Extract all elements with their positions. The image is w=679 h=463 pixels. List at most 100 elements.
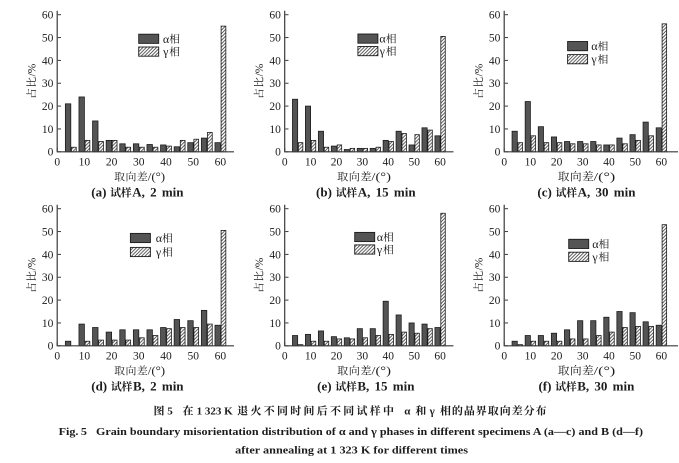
svg-text:γ: γ xyxy=(379,44,386,58)
svg-text:0: 0 xyxy=(48,147,54,159)
svg-text:0: 0 xyxy=(54,350,60,362)
svg-text:/(°): /(°) xyxy=(371,364,391,378)
svg-text:(c): (c) xyxy=(537,185,551,200)
svg-text:10: 10 xyxy=(42,124,54,136)
svg-text:40: 40 xyxy=(603,156,615,168)
svg-text:0: 0 xyxy=(495,147,501,159)
svg-text:40: 40 xyxy=(160,156,172,168)
svg-text:30: 30 xyxy=(269,272,281,284)
svg-text:20: 20 xyxy=(331,350,343,362)
svg-text:B, 15 min: B, 15 min xyxy=(357,379,415,394)
svg-text:γ: γ xyxy=(162,45,169,59)
svg-text:A, 15 min: A, 15 min xyxy=(358,185,417,200)
svg-text:30: 30 xyxy=(42,78,54,90)
svg-text:40: 40 xyxy=(489,55,501,67)
svg-text:60: 60 xyxy=(42,204,54,216)
svg-text:50: 50 xyxy=(629,350,641,362)
svg-text:20: 20 xyxy=(42,295,54,307)
svg-text:0: 0 xyxy=(501,156,507,168)
svg-text:(b): (b) xyxy=(316,185,332,200)
svg-text:30: 30 xyxy=(42,272,54,284)
svg-text:0: 0 xyxy=(48,341,54,353)
svg-text:α: α xyxy=(163,32,170,46)
svg-text:40: 40 xyxy=(269,55,281,67)
svg-text:30: 30 xyxy=(357,350,369,362)
svg-text:0: 0 xyxy=(501,350,507,362)
svg-text:/(°): /(°) xyxy=(594,170,616,184)
svg-text:α: α xyxy=(156,231,163,245)
svg-text:40: 40 xyxy=(383,350,395,362)
svg-text:10: 10 xyxy=(269,318,281,330)
svg-text:30: 30 xyxy=(489,272,501,284)
svg-text:50: 50 xyxy=(269,226,281,238)
svg-text:α: α xyxy=(404,406,411,418)
svg-text:0: 0 xyxy=(282,350,288,362)
svg-text:γ: γ xyxy=(376,243,383,257)
svg-text:60: 60 xyxy=(656,156,668,168)
svg-text:0: 0 xyxy=(54,156,60,168)
svg-text:20: 20 xyxy=(269,101,281,113)
svg-text:(e): (e) xyxy=(317,379,331,394)
svg-text:10: 10 xyxy=(489,124,501,136)
svg-text:(f): (f) xyxy=(538,379,551,394)
svg-text:/(°): /(°) xyxy=(594,364,616,378)
svg-text:/(°): /(°) xyxy=(371,170,391,184)
svg-text:α: α xyxy=(591,39,598,53)
svg-text:60: 60 xyxy=(434,350,446,362)
svg-text:α: α xyxy=(377,230,384,244)
svg-text:50: 50 xyxy=(408,350,420,362)
svg-text:0: 0 xyxy=(282,156,288,168)
svg-text:20: 20 xyxy=(42,101,54,113)
svg-text:30: 30 xyxy=(489,78,501,90)
svg-text:40: 40 xyxy=(42,55,54,67)
svg-text:10: 10 xyxy=(42,318,54,330)
svg-text:after annealing at 1 323 K for: after annealing at 1 323 K for different… xyxy=(235,445,469,457)
svg-text:A, 2 min: A, 2 min xyxy=(132,185,184,200)
svg-text:/%: /% xyxy=(26,257,38,270)
svg-text:50: 50 xyxy=(42,226,54,238)
svg-text:10: 10 xyxy=(79,350,91,362)
svg-text:30: 30 xyxy=(133,156,145,168)
svg-text:γ: γ xyxy=(591,250,598,264)
svg-text:10: 10 xyxy=(305,350,317,362)
svg-text:60: 60 xyxy=(215,350,227,362)
svg-text:10: 10 xyxy=(525,350,537,362)
svg-text:0: 0 xyxy=(495,341,501,353)
svg-text:20: 20 xyxy=(331,156,343,168)
svg-text:B, 30 min: B, 30 min xyxy=(577,379,635,394)
svg-text:γ: γ xyxy=(590,52,597,66)
svg-text:60: 60 xyxy=(215,156,227,168)
svg-text:40: 40 xyxy=(160,350,172,362)
svg-text:10: 10 xyxy=(525,156,537,168)
svg-text:40: 40 xyxy=(42,249,54,261)
svg-text:0: 0 xyxy=(275,341,281,353)
svg-text:10: 10 xyxy=(79,156,91,168)
svg-text:40: 40 xyxy=(489,249,501,261)
svg-text:50: 50 xyxy=(489,32,501,44)
svg-text:50: 50 xyxy=(629,156,641,168)
svg-text:B, 2 min: B, 2 min xyxy=(133,379,184,394)
svg-text:(a): (a) xyxy=(91,185,106,200)
svg-text:Fig. 5 Grain boundary misori: Fig. 5 Grain boundary misorientation dis… xyxy=(59,426,644,438)
svg-text:/%: /% xyxy=(254,257,266,270)
svg-text:γ: γ xyxy=(155,245,162,259)
svg-text:20: 20 xyxy=(106,350,118,362)
svg-text:20: 20 xyxy=(269,295,281,307)
svg-text:40: 40 xyxy=(269,249,281,261)
svg-text:40: 40 xyxy=(603,350,615,362)
svg-text:α: α xyxy=(379,32,386,46)
svg-text:50: 50 xyxy=(187,350,199,362)
svg-text:60: 60 xyxy=(42,10,54,22)
svg-text:20: 20 xyxy=(106,156,118,168)
svg-text:50: 50 xyxy=(408,156,420,168)
svg-text:/%: /% xyxy=(254,63,266,76)
svg-text:50: 50 xyxy=(269,32,281,44)
svg-text:60: 60 xyxy=(489,204,501,216)
svg-text:60: 60 xyxy=(269,204,281,216)
svg-text:/%: /% xyxy=(473,257,485,270)
svg-text:γ: γ xyxy=(429,406,435,418)
svg-text:/%: /% xyxy=(26,63,38,76)
svg-text:0: 0 xyxy=(275,147,281,159)
svg-text:A, 30 min: A, 30 min xyxy=(578,185,637,200)
svg-text:50: 50 xyxy=(187,156,199,168)
